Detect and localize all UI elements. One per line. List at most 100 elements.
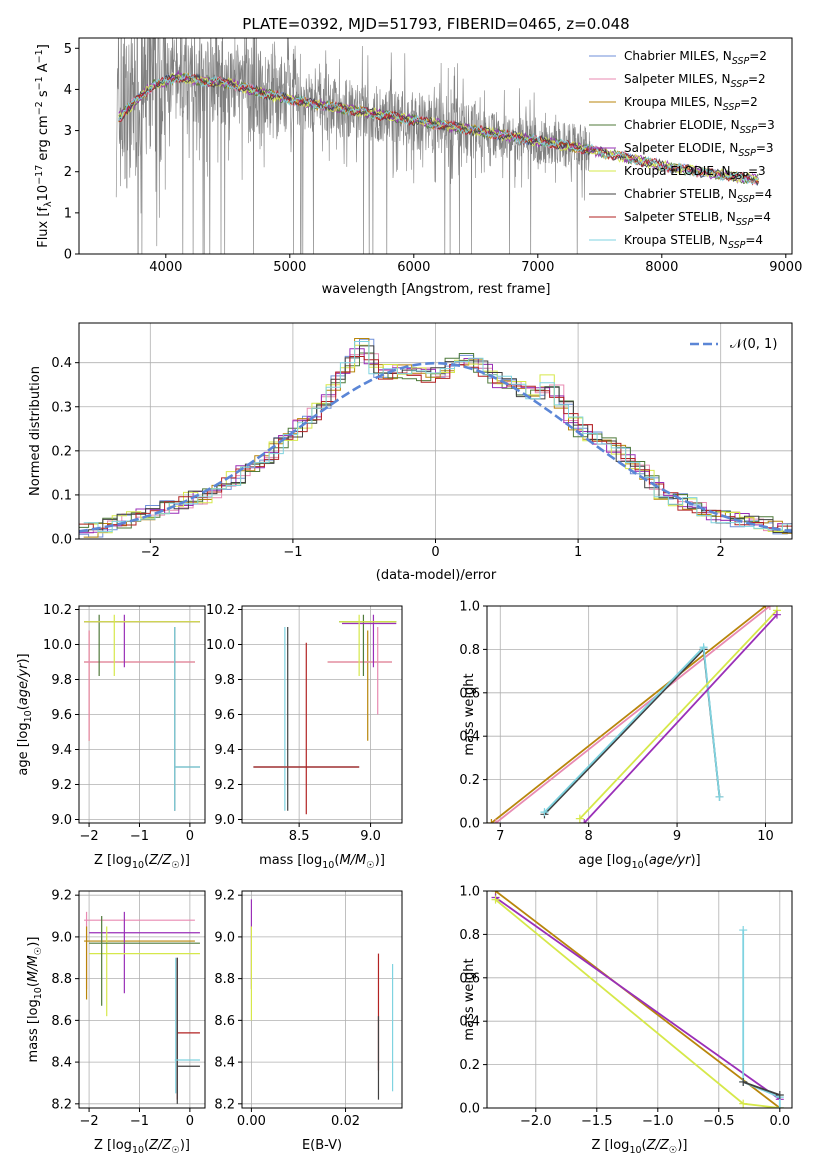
y-tick-label: 0.1 bbox=[51, 488, 72, 503]
x-tick-label: −1 bbox=[283, 545, 302, 560]
y-tick-label: 3 bbox=[64, 124, 72, 139]
axes-frame bbox=[241, 605, 403, 824]
y-tick-label: 1.0 bbox=[459, 600, 480, 615]
y-tick-label: 0.2 bbox=[51, 444, 72, 459]
x-tick-label: −2 bbox=[79, 1114, 98, 1129]
x-axis-label: Z [log10(Z/Z☉)] bbox=[94, 1138, 190, 1156]
panel-spectrum: 4000 5000 6000 7000 8000 9000 0 1 2 3 4 5 Chabrier M… bbox=[34, 37, 802, 297]
y-tick-label: 8.6 bbox=[51, 1014, 72, 1029]
legend-entry: Kroupa STELIB, NSSP=4 bbox=[624, 233, 763, 251]
x-tick-label: 8 bbox=[585, 829, 593, 844]
mass-weight-marker bbox=[715, 792, 724, 801]
axes-frame bbox=[486, 605, 793, 824]
y-tick-label: 9.0 bbox=[51, 813, 72, 828]
mass-weight-line bbox=[490, 606, 767, 823]
plot-area bbox=[84, 911, 200, 1104]
panel-residual-histogram: −2 −1 0 1 2 0.0 0.1 0.2 0.3 0.4 𝒩(0, 1) (data-model… bbox=[28, 322, 793, 583]
legend-entry: Kroupa MILES, NSSP=2 bbox=[624, 95, 758, 113]
axes-frame bbox=[78, 605, 206, 824]
y-axis-label: Flux [fλ10−17 erg cm−2 s−1 A−1] bbox=[34, 44, 54, 248]
y-tick-label: 8.2 bbox=[51, 1097, 72, 1112]
mass-weight-marker bbox=[540, 808, 549, 817]
mass-weight-marker bbox=[739, 1099, 748, 1108]
x-axis-label: Z [log10(Z/Z☉)] bbox=[94, 853, 190, 871]
y-tick-label: 9.0 bbox=[51, 930, 72, 945]
y-axis-label: mass weight bbox=[462, 958, 477, 1040]
x-tick-label: 10 bbox=[757, 829, 774, 844]
y-tick-label: 0.2 bbox=[459, 1058, 480, 1073]
axes-frame bbox=[78, 890, 206, 1109]
y-tick-label: 10.0 bbox=[206, 638, 235, 653]
y-tick-label: 9.2 bbox=[214, 889, 235, 904]
x-tick-label: −1 bbox=[130, 829, 149, 844]
y-tick-label: 9.4 bbox=[214, 743, 235, 758]
x-tick-label: −1 bbox=[130, 1114, 149, 1129]
mass-weight-marker bbox=[775, 1104, 784, 1108]
y-tick-label: 10.2 bbox=[206, 603, 235, 618]
x-axis-label: E(B-V) bbox=[302, 1138, 342, 1153]
y-tick-label: 10.0 bbox=[43, 638, 72, 653]
plot-area bbox=[115, 38, 759, 254]
x-tick-label: −2 bbox=[79, 829, 98, 844]
x-tick-label: 0.0 bbox=[769, 1114, 790, 1129]
y-tick-label: 8.2 bbox=[214, 1097, 235, 1112]
panel-mass-weight-vs-Z: −2.0 −1.5 −1.0 −0.5 0.0 0.0 0.2 0.4 0.6 0.8 1.0 Z [… bbox=[459, 885, 793, 1156]
y-tick-label: 9.2 bbox=[51, 889, 72, 904]
mass-weight-marker bbox=[487, 819, 496, 823]
legend-entry: Kroupa ELODIE, NSSP=3 bbox=[624, 164, 766, 182]
mass-weight-line bbox=[579, 609, 778, 820]
y-tick-label: 9.4 bbox=[51, 743, 72, 758]
x-tick-label: 9000 bbox=[769, 260, 802, 275]
x-tick-label: −1.5 bbox=[581, 1114, 613, 1129]
x-tick-label: 7 bbox=[496, 829, 504, 844]
y-tick-label: 2 bbox=[64, 165, 72, 180]
x-tick-label: 4000 bbox=[149, 260, 182, 275]
y-tick-label: 0.4 bbox=[459, 730, 480, 745]
panel-mass-vs-EBV: 0.00 0.02 8.2 8.4 8.6 8.8 9.0 9.2 E(B-V) bbox=[214, 889, 403, 1153]
x-tick-label: −2.0 bbox=[520, 1114, 552, 1129]
y-tick-label: 0.6 bbox=[459, 686, 480, 701]
y-tick-label: 0.2 bbox=[459, 773, 480, 788]
mass-weight-line bbox=[583, 614, 778, 823]
y-tick-label: 1 bbox=[64, 206, 72, 221]
plot-area bbox=[491, 891, 784, 1108]
mass-weight-marker bbox=[491, 895, 500, 904]
x-tick-label: −0.5 bbox=[703, 1114, 735, 1129]
figure-title: PLATE=0392, MJD=51793, FIBERID=0465, z=0… bbox=[242, 15, 629, 33]
legend-entry: 𝒩(0, 1) bbox=[730, 337, 777, 352]
legend: Chabrier MILES, NSSP=2 Salpeter MILES, NS… bbox=[589, 49, 775, 251]
y-tick-label: 10.2 bbox=[43, 603, 72, 618]
x-axis-label: Z [log10(Z/Z☉)] bbox=[592, 1138, 688, 1156]
plot-area bbox=[84, 614, 200, 811]
y-tick-label: 0.8 bbox=[459, 643, 480, 658]
y-tick-label: 0.4 bbox=[459, 1015, 480, 1030]
y-tick-label: 5 bbox=[64, 42, 72, 57]
y-tick-label: 9.8 bbox=[51, 673, 72, 688]
axes-frame bbox=[78, 37, 793, 255]
panel-mass-vs-Z: −2 −1 0 8.2 8.4 8.6 8.8 9.0 9.2 Z [log10(Z/Z☉)] ma… bbox=[26, 889, 206, 1156]
model-line bbox=[118, 72, 759, 185]
mass-weight-marker bbox=[739, 1077, 748, 1086]
mass-weight-line bbox=[495, 606, 771, 823]
y-tick-label: 0.8 bbox=[459, 928, 480, 943]
x-tick-label: 0 bbox=[431, 545, 439, 560]
plot-area bbox=[250, 899, 394, 1100]
y-tick-label: 9.0 bbox=[214, 930, 235, 945]
y-tick-label: 9.6 bbox=[51, 708, 72, 723]
x-tick-label: 7000 bbox=[521, 260, 554, 275]
x-tick-label: −1.0 bbox=[642, 1114, 674, 1129]
mass-weight-line bbox=[494, 899, 780, 1108]
y-axis-label: Normed distribution bbox=[28, 366, 43, 496]
legend-entry: Salpeter ELODIE, NSSP=3 bbox=[624, 141, 774, 159]
x-tick-label: 0.02 bbox=[331, 1114, 360, 1129]
y-tick-label: 8.8 bbox=[51, 972, 72, 987]
legend-entry: Salpeter MILES, NSSP=2 bbox=[624, 72, 766, 90]
mass-weight-marker bbox=[775, 1090, 784, 1099]
y-tick-label: 0.0 bbox=[51, 533, 72, 548]
axes-frame bbox=[486, 890, 793, 1109]
histogram-step bbox=[79, 356, 792, 529]
mass-weight-marker bbox=[739, 926, 748, 935]
axes-frame bbox=[241, 890, 403, 1109]
plot-area bbox=[487, 606, 781, 823]
